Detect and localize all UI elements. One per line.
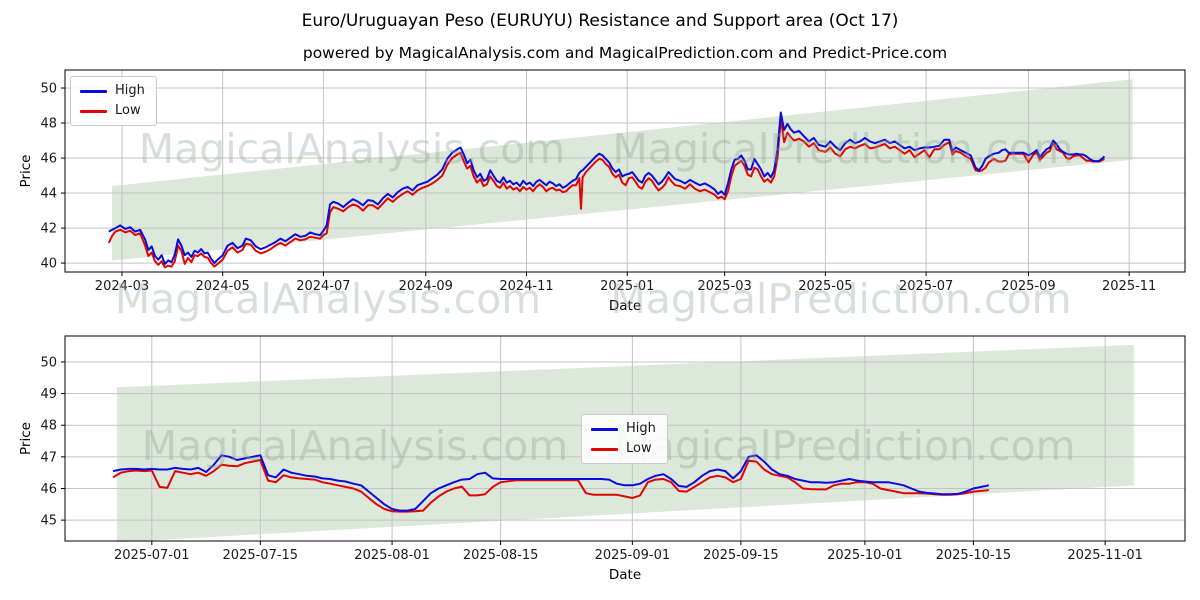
- page-title: Euro/Uruguayan Peso (EURUYU) Resistance …: [301, 11, 899, 31]
- x-tick-label: 2025-03: [697, 279, 751, 294]
- watermark-text: MagicalPrediction.com: [614, 422, 1075, 470]
- y-tick-label: 46: [40, 152, 57, 167]
- watermark-text: MagicalPrediction.com: [612, 125, 1073, 173]
- y-tick-label: 44: [40, 187, 57, 202]
- plot-border: [64, 335, 1186, 542]
- low-line: [112, 459, 989, 513]
- y-tick-label: 46: [40, 482, 57, 497]
- x-axis-label: Date: [609, 298, 641, 314]
- x-tick-label: 2025-07: [899, 279, 953, 294]
- high-line: [112, 454, 990, 512]
- x-tick-label: 2025-07-15: [223, 548, 299, 563]
- x-tick-label: 2025-01: [600, 279, 654, 294]
- x-tick-label: 2025-08-01: [354, 548, 430, 563]
- watermarks: MagicalAnalysis.com MagicalPrediction.com…: [115, 125, 1076, 470]
- x-tick-label: 2025-10-01: [827, 548, 903, 563]
- main-chart: 2024-03 2024-05 2024-07 2024-09 2024-11 2025-…: [18, 69, 1186, 314]
- x-tick-label: 2025-09-01: [595, 548, 671, 563]
- legend-label-low: Low: [115, 103, 141, 118]
- y-tick-label: 48: [40, 117, 57, 132]
- x-tick-label: 2025-11-01: [1067, 548, 1143, 563]
- x-tick-label: 2025-09-15: [703, 548, 779, 563]
- y-tick-label: 47: [40, 450, 57, 465]
- watermark-text: MagicalAnalysis.com: [142, 422, 569, 470]
- y-tick-label: 48: [40, 419, 57, 434]
- x-tick-label: 2025-08-15: [463, 548, 539, 563]
- y-tick-label: 49: [40, 387, 57, 402]
- y-axis-label: Price: [18, 155, 34, 188]
- x-tick-label: 2024-09: [399, 279, 453, 294]
- legend-label-low: Low: [626, 441, 652, 456]
- x-tick-label: 2025-09: [1001, 279, 1055, 294]
- high-line-swatch: [591, 427, 618, 431]
- gridlines: [65, 70, 1185, 272]
- page-subtitle: powered by MagicalAnalysis.com and Magic…: [302, 44, 948, 62]
- y-tick-label: 40: [40, 257, 57, 272]
- watermark-text: MagicalAnalysis.com: [115, 275, 542, 323]
- legend-label-high: High: [626, 421, 656, 436]
- legend-item-high: High: [80, 84, 145, 98]
- x-tick-label: 2024-05: [196, 279, 250, 294]
- y-tick-label: 45: [40, 514, 57, 529]
- watermark-text: MagicalAnalysis.com: [139, 125, 566, 173]
- legend-label-high: High: [115, 83, 145, 98]
- x-tick-label: 2024-03: [95, 279, 149, 294]
- legend-item-high: High: [591, 422, 656, 436]
- legend-main-chart: High Low: [70, 76, 157, 126]
- axis-ticks: 2024-03 2024-05 2024-07 2024-09 2024-11 2025-…: [40, 82, 1156, 294]
- x-tick-label: 2024-07: [296, 279, 350, 294]
- x-axis-label: Date: [609, 567, 641, 583]
- legend-item-low: Low: [591, 442, 656, 456]
- y-tick-label: 50: [40, 355, 57, 370]
- legend-recent-chart: High Low: [581, 414, 668, 464]
- x-tick-label: 2025-10-15: [936, 548, 1012, 563]
- high-line-swatch: [80, 89, 107, 93]
- support-resistance-band: [112, 79, 1133, 261]
- plot-border: [64, 69, 1186, 273]
- low-line-swatch: [80, 109, 107, 113]
- low-line-swatch: [591, 447, 618, 451]
- watermark-text: MagicalPrediction.com: [610, 275, 1071, 323]
- y-axis-label: Price: [18, 422, 34, 455]
- legend-item-low: Low: [80, 104, 145, 118]
- x-tick-label: 2025-11: [1102, 279, 1156, 294]
- y-tick-label: 42: [40, 222, 57, 237]
- x-tick-label: 2024-11: [499, 279, 553, 294]
- x-tick-label: 2025-05: [798, 279, 852, 294]
- high-line: [108, 111, 1106, 265]
- y-tick-label: 50: [40, 82, 57, 97]
- x-tick-label: 2025-07-01: [114, 548, 190, 563]
- axis-ticks: 2025-07-01 2025-07-15 2025-08-01 2025-08-15…: [40, 355, 1142, 563]
